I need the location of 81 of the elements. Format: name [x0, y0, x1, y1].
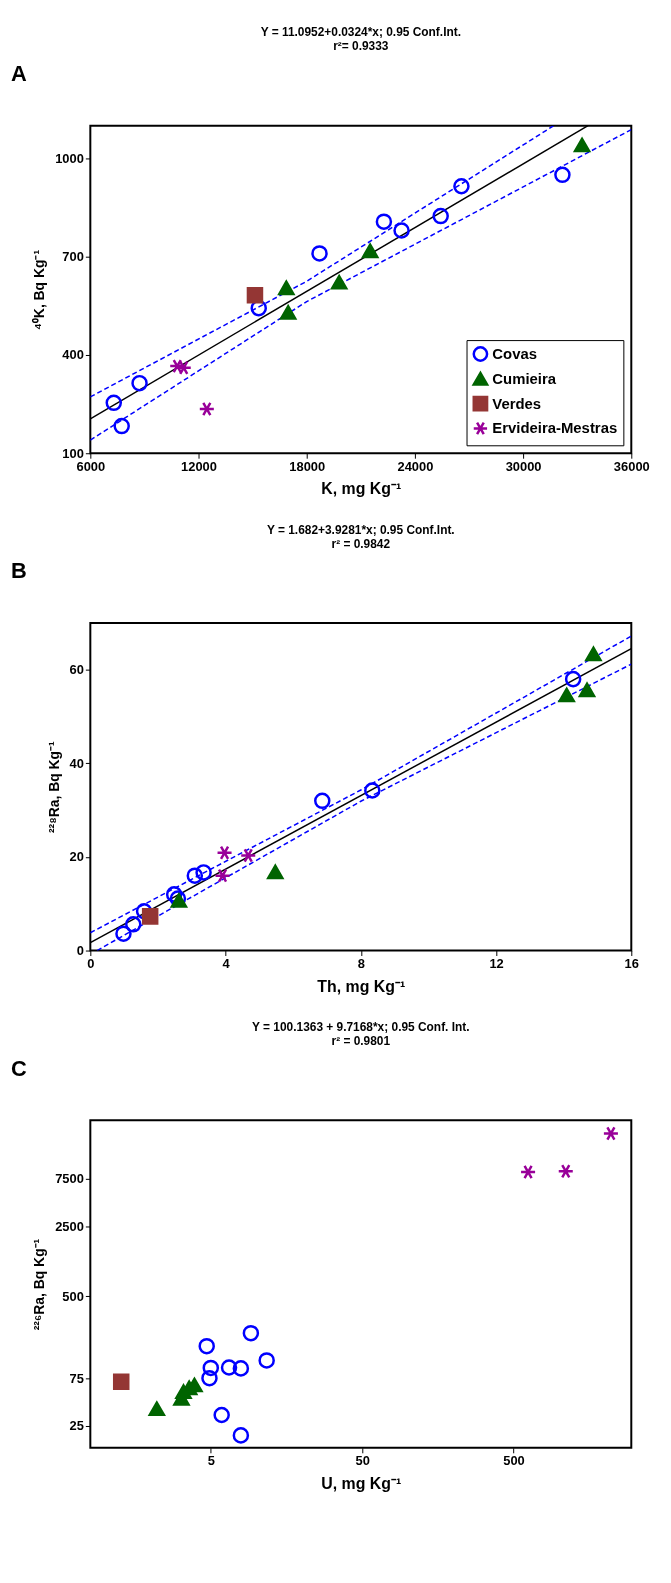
point	[186, 867, 204, 884]
chart-subtitle: r² = 0.9842	[331, 536, 391, 551]
x-tick-label: 24000	[397, 458, 434, 474]
x-tick-label: 500	[503, 1453, 525, 1469]
point	[432, 207, 449, 225]
x-axis-title: K, mg Kg⁻¹	[321, 480, 402, 498]
y-tick-label: 500	[62, 1288, 84, 1304]
point	[125, 916, 142, 933]
point	[375, 213, 393, 230]
point	[311, 245, 328, 262]
point	[214, 868, 231, 883]
point	[246, 287, 264, 304]
x-tick-label: 36000	[613, 458, 650, 474]
point	[250, 299, 268, 317]
point	[175, 360, 192, 376]
point	[131, 374, 148, 392]
point	[165, 886, 183, 903]
y-axis-title: ²²⁶Ra, Bq Kg⁻¹	[31, 1238, 48, 1331]
text: C	[10, 1055, 27, 1081]
point	[314, 792, 331, 810]
x-tick-label: 16	[624, 955, 639, 971]
point	[330, 274, 348, 290]
x-tick-label: 12	[489, 955, 504, 971]
y-tick-label: 1000	[55, 150, 84, 166]
point	[141, 908, 159, 925]
x-tick-label: 50	[355, 1453, 370, 1469]
point	[278, 280, 295, 296]
point	[267, 864, 284, 880]
y-tick-label: 2500	[55, 1218, 84, 1234]
y-tick-label: 700	[62, 249, 84, 265]
x-tick-label: 0	[87, 955, 95, 971]
point	[361, 243, 379, 259]
legend-label: Ervideira-Mestras	[492, 420, 618, 437]
chart-title: Y = 11.0952+0.0324*x; 0.95 Conf.Int.	[260, 25, 461, 40]
point	[364, 782, 381, 799]
x-tick-label: 8	[357, 955, 365, 971]
point	[198, 401, 216, 417]
y-tick-label: 0	[76, 943, 84, 958]
point	[279, 305, 297, 320]
chart-subtitle: r²= 0.9333	[333, 39, 389, 54]
point	[564, 670, 582, 688]
point	[585, 646, 602, 662]
legend-label: Verdes	[492, 395, 542, 412]
y-tick-label: 60	[69, 662, 84, 678]
x-tick-label: 4	[222, 955, 231, 971]
legend-label: Cumieira	[492, 370, 557, 387]
point	[393, 222, 410, 239]
y-tick-label: 100	[62, 445, 84, 461]
x-tick-label: 18000	[289, 458, 326, 474]
point	[216, 845, 233, 861]
y-tick-label: 25	[69, 1418, 84, 1434]
point	[195, 864, 212, 881]
point	[115, 925, 132, 942]
x-tick-label: 30000	[505, 458, 542, 474]
point	[453, 178, 470, 195]
legend-label: Covas	[492, 345, 537, 362]
point	[554, 166, 571, 184]
text: A	[10, 61, 27, 87]
chart-subtitle: r² = 0.9801	[331, 1033, 391, 1048]
point	[135, 902, 153, 920]
chart-title: Y = 1.682+3.9281*x; 0.95 Conf.Int.	[266, 522, 455, 537]
chart-title: Y = 100.1363 + 9.7168*x; 0.95 Conf. Int.	[252, 1019, 470, 1034]
x-tick-label: 5	[207, 1453, 215, 1469]
x-axis-title: U, mg Kg⁻¹	[321, 1475, 402, 1493]
y-axis-title: ²²⁸Ra, Bq Kg⁻¹	[45, 741, 62, 834]
y-tick-label: 40	[69, 755, 84, 771]
x-tick-label: 12000	[181, 458, 217, 474]
point	[239, 848, 257, 863]
y-tick-label: 7500	[55, 1171, 84, 1187]
y-tick-label: 75	[69, 1370, 84, 1386]
point	[105, 394, 123, 412]
y-tick-label: 400	[62, 347, 84, 363]
point	[558, 687, 575, 703]
point	[578, 682, 596, 698]
point	[573, 137, 591, 153]
y-axis-title: ⁴⁰K, Bq Kg⁻¹	[31, 249, 48, 330]
x-tick-label: 6000	[76, 458, 106, 474]
text: B	[10, 558, 27, 584]
y-tick-label: 20	[69, 849, 84, 865]
point	[113, 417, 130, 435]
x-axis-title: Th, mg Kg⁻¹	[317, 977, 406, 995]
